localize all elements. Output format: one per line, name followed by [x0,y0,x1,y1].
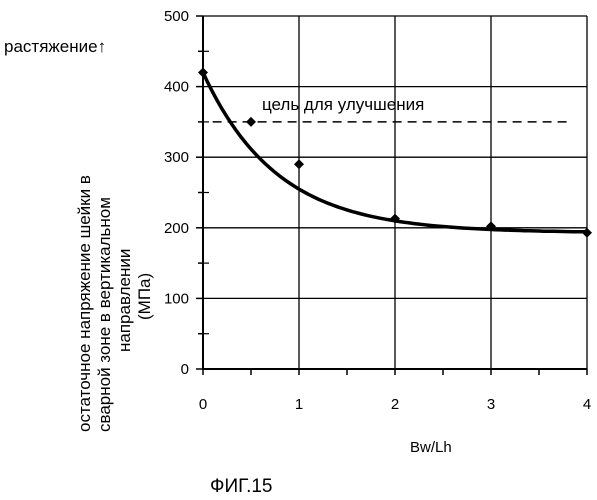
data-point [294,159,304,169]
y-axis-title-line-3: направлении [115,249,134,352]
y-tick-label-0: 0 [181,361,189,378]
figure-caption: ФИГ.15 [210,476,272,497]
data-point [246,117,256,127]
chart-axes [196,16,587,375]
x-axis-title: Bw/Lh [410,439,452,456]
y-tick-label-100: 100 [164,290,189,307]
x-tick-labels: 0 1 2 3 4 [199,396,591,413]
x-tick-label-3: 3 [487,396,495,413]
y-tick-labels: 0 100 200 300 400 500 [164,8,189,378]
y-tick-label-200: 200 [164,220,189,237]
y-axis-title-line-1: остаточное напряжение шейки в [75,175,94,432]
y-axis-title-line-4: (МПа) [135,273,154,320]
x-tick-label-1: 1 [295,396,303,413]
target-line-label: цель для улучшения [262,95,424,114]
y-axis-title-line-2: сварной зоне в вертикальном [95,197,114,432]
y-tick-label-300: 300 [164,149,189,166]
y-tick-label-400: 400 [164,79,189,96]
tension-label: растяжение↑ [4,37,106,56]
x-tick-label-0: 0 [199,396,207,413]
chart-grid [203,16,587,369]
y-tick-label-500: 500 [164,8,189,25]
x-tick-label-2: 2 [391,396,399,413]
data-point [582,228,592,238]
y-axis-title: остаточное напряжение шейки в сварной зо… [75,175,154,432]
x-tick-label-4: 4 [583,396,591,413]
